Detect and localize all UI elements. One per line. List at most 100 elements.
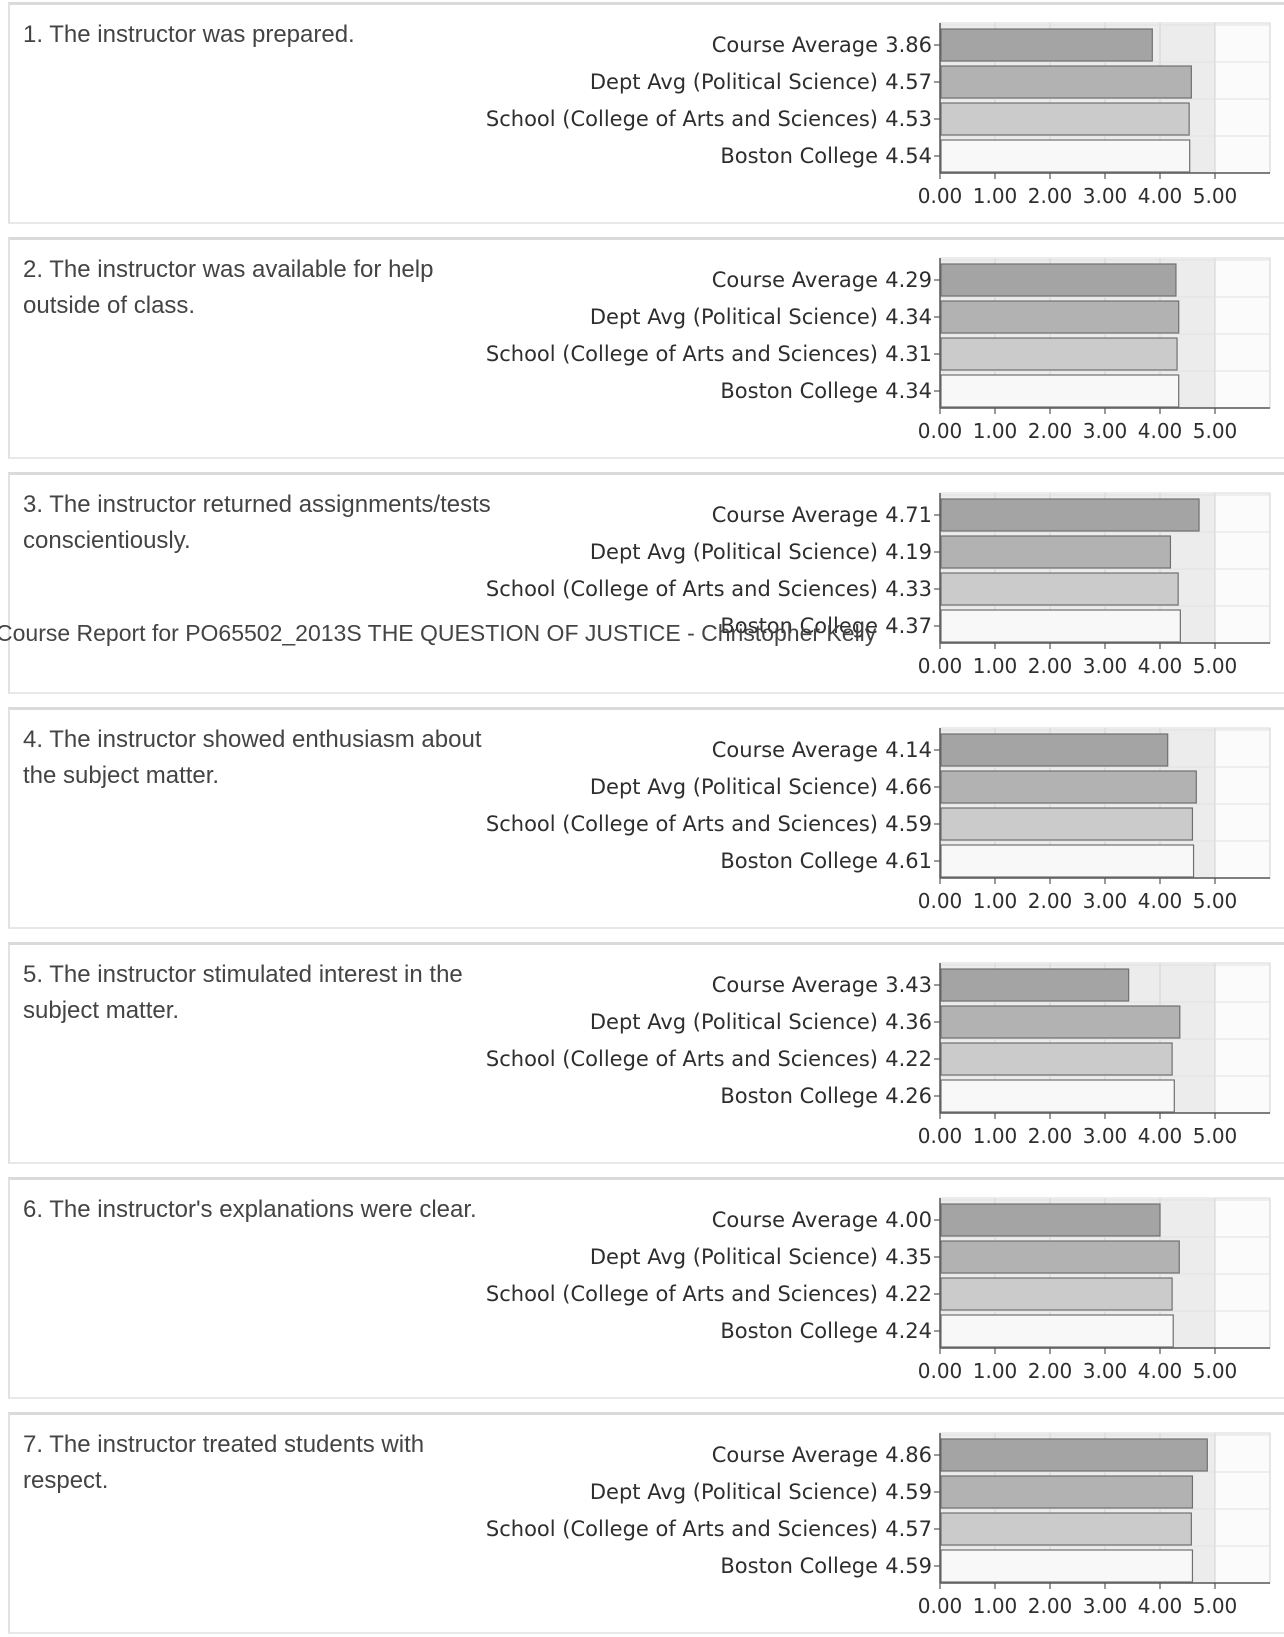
value-label: 4.66 xyxy=(885,775,932,799)
x-tick-label: 1.00 xyxy=(973,1124,1018,1148)
question-text: 7. The instructor treated students with … xyxy=(23,1431,425,1494)
bar xyxy=(940,968,1130,1002)
x-tick-label: 1.00 xyxy=(973,419,1018,443)
category-label: School (College of Arts and Sciences) xyxy=(486,1047,878,1071)
category-label: Dept Avg (Political Science) xyxy=(590,1010,878,1034)
category-label: Course Average xyxy=(712,1443,878,1467)
value-label: 4.53 xyxy=(885,107,932,131)
bar-chart: 4.00 Course Average 4.35 Dept Avg (Politica… xyxy=(486,1197,1271,1383)
x-tick-label: 0.00 xyxy=(918,1124,963,1148)
x-tick-label: 5.00 xyxy=(1193,184,1238,208)
x-tick-label: 5.00 xyxy=(1193,1359,1238,1383)
category-label: School (College of Arts and Sciences) xyxy=(486,812,878,836)
x-tick-label: 2.00 xyxy=(1028,1359,1073,1383)
x-tick-label: 4.00 xyxy=(1138,1124,1183,1148)
x-tick-label: 1.00 xyxy=(973,1359,1018,1383)
value-label: 4.59 xyxy=(885,1554,932,1578)
x-tick-label: 2.00 xyxy=(1028,1594,1073,1618)
value-label: 4.24 xyxy=(885,1319,932,1343)
category-label: Dept Avg (Political Science) xyxy=(590,305,878,329)
category-label: Boston College xyxy=(720,1084,878,1108)
x-tick-label: 3.00 xyxy=(1083,184,1128,208)
x-tick-label: 0.00 xyxy=(918,184,963,208)
category-label: School (College of Arts and Sciences) xyxy=(486,342,878,366)
value-label: 3.43 xyxy=(885,973,932,997)
x-tick-label: 3.00 xyxy=(1083,654,1128,678)
bar xyxy=(940,139,1191,173)
value-label: 4.59 xyxy=(885,1480,932,1504)
value-label: 4.35 xyxy=(885,1245,932,1269)
bar xyxy=(940,337,1178,371)
category-label: Dept Avg (Political Science) xyxy=(590,1480,878,1504)
value-label: 4.86 xyxy=(885,1443,932,1467)
bar-chart: 3.86 Course Average 4.57 Dept Avg (Politica… xyxy=(486,22,1271,208)
bar xyxy=(940,535,1172,569)
question-panel: 3. The instructor returned assignments/t… xyxy=(8,472,1284,694)
category-label: Dept Avg (Political Science) xyxy=(590,540,878,564)
bar xyxy=(940,1512,1192,1546)
x-tick-label: 0.00 xyxy=(918,1594,963,1618)
category-label: Course Average xyxy=(712,268,878,292)
question-panel: 7. The instructor treated students with … xyxy=(8,1412,1284,1634)
category-label: Boston College xyxy=(720,1319,878,1343)
category-label: School (College of Arts and Sciences) xyxy=(486,1282,878,1306)
category-label: School (College of Arts and Sciences) xyxy=(486,1517,878,1541)
x-tick-label: 0.00 xyxy=(918,1359,963,1383)
value-label: 3.86 xyxy=(885,33,932,57)
bar xyxy=(940,1240,1180,1274)
bar xyxy=(940,300,1180,334)
question-panel: 2. The instructor was available for help… xyxy=(8,237,1284,459)
bar xyxy=(940,374,1180,408)
value-label: 4.71 xyxy=(885,503,932,527)
x-tick-label: 2.00 xyxy=(1028,184,1073,208)
value-label: 4.34 xyxy=(885,305,932,329)
bar xyxy=(940,1042,1173,1076)
category-label: Boston College xyxy=(720,614,878,638)
bar xyxy=(940,1277,1173,1311)
value-label: 4.14 xyxy=(885,738,932,762)
value-label: 4.34 xyxy=(885,379,932,403)
bar xyxy=(940,1438,1208,1472)
category-label: School (College of Arts and Sciences) xyxy=(486,577,878,601)
x-tick-label: 3.00 xyxy=(1083,1594,1128,1618)
x-tick-label: 2.00 xyxy=(1028,654,1073,678)
category-label: Boston College xyxy=(720,849,878,873)
question-text: 1. The instructor was prepared. xyxy=(23,21,355,48)
bar xyxy=(940,807,1194,841)
question-panel: 1. The instructor was prepared. 3.86 Cours… xyxy=(8,2,1284,224)
x-tick-label: 5.00 xyxy=(1193,1124,1238,1148)
value-label: 4.61 xyxy=(885,849,932,873)
x-tick-label: 3.00 xyxy=(1083,889,1128,913)
x-tick-label: 4.00 xyxy=(1138,419,1183,443)
question-text: 2. The instructor was available for help… xyxy=(23,256,434,319)
x-tick-label: 1.00 xyxy=(973,1594,1018,1618)
x-tick-label: 0.00 xyxy=(918,654,963,678)
value-label: 4.31 xyxy=(885,342,932,366)
category-label: Boston College xyxy=(720,379,878,403)
bar xyxy=(940,498,1200,532)
question-panel: 6. The instructor's explanations were cl… xyxy=(8,1177,1284,1399)
category-label: Dept Avg (Political Science) xyxy=(590,1245,878,1269)
value-label: 4.33 xyxy=(885,577,932,601)
bar-chart: 3.43 Course Average 4.36 Dept Avg (Politica… xyxy=(486,962,1271,1148)
value-label: 4.26 xyxy=(885,1084,932,1108)
bar xyxy=(940,1203,1161,1237)
value-label: 4.22 xyxy=(885,1047,932,1071)
category-label: Course Average xyxy=(712,1208,878,1232)
x-tick-label: 0.00 xyxy=(918,419,963,443)
value-label: 4.54 xyxy=(885,144,932,168)
category-label: Course Average xyxy=(712,738,878,762)
value-label: 4.37 xyxy=(885,614,932,638)
category-label: School (College of Arts and Sciences) xyxy=(486,107,878,131)
question-text: 6. The instructor's explanations were cl… xyxy=(23,1196,477,1223)
x-tick-label: 2.00 xyxy=(1028,889,1073,913)
bar xyxy=(940,1475,1194,1509)
x-tick-label: 2.00 xyxy=(1028,419,1073,443)
bar-chart: 4.71 Course Average 4.19 Dept Avg (Politica… xyxy=(486,492,1271,678)
value-label: 4.19 xyxy=(885,540,932,564)
bar xyxy=(940,609,1181,643)
category-label: Course Average xyxy=(712,33,878,57)
value-label: 4.57 xyxy=(885,70,932,94)
category-label: Dept Avg (Political Science) xyxy=(590,70,878,94)
